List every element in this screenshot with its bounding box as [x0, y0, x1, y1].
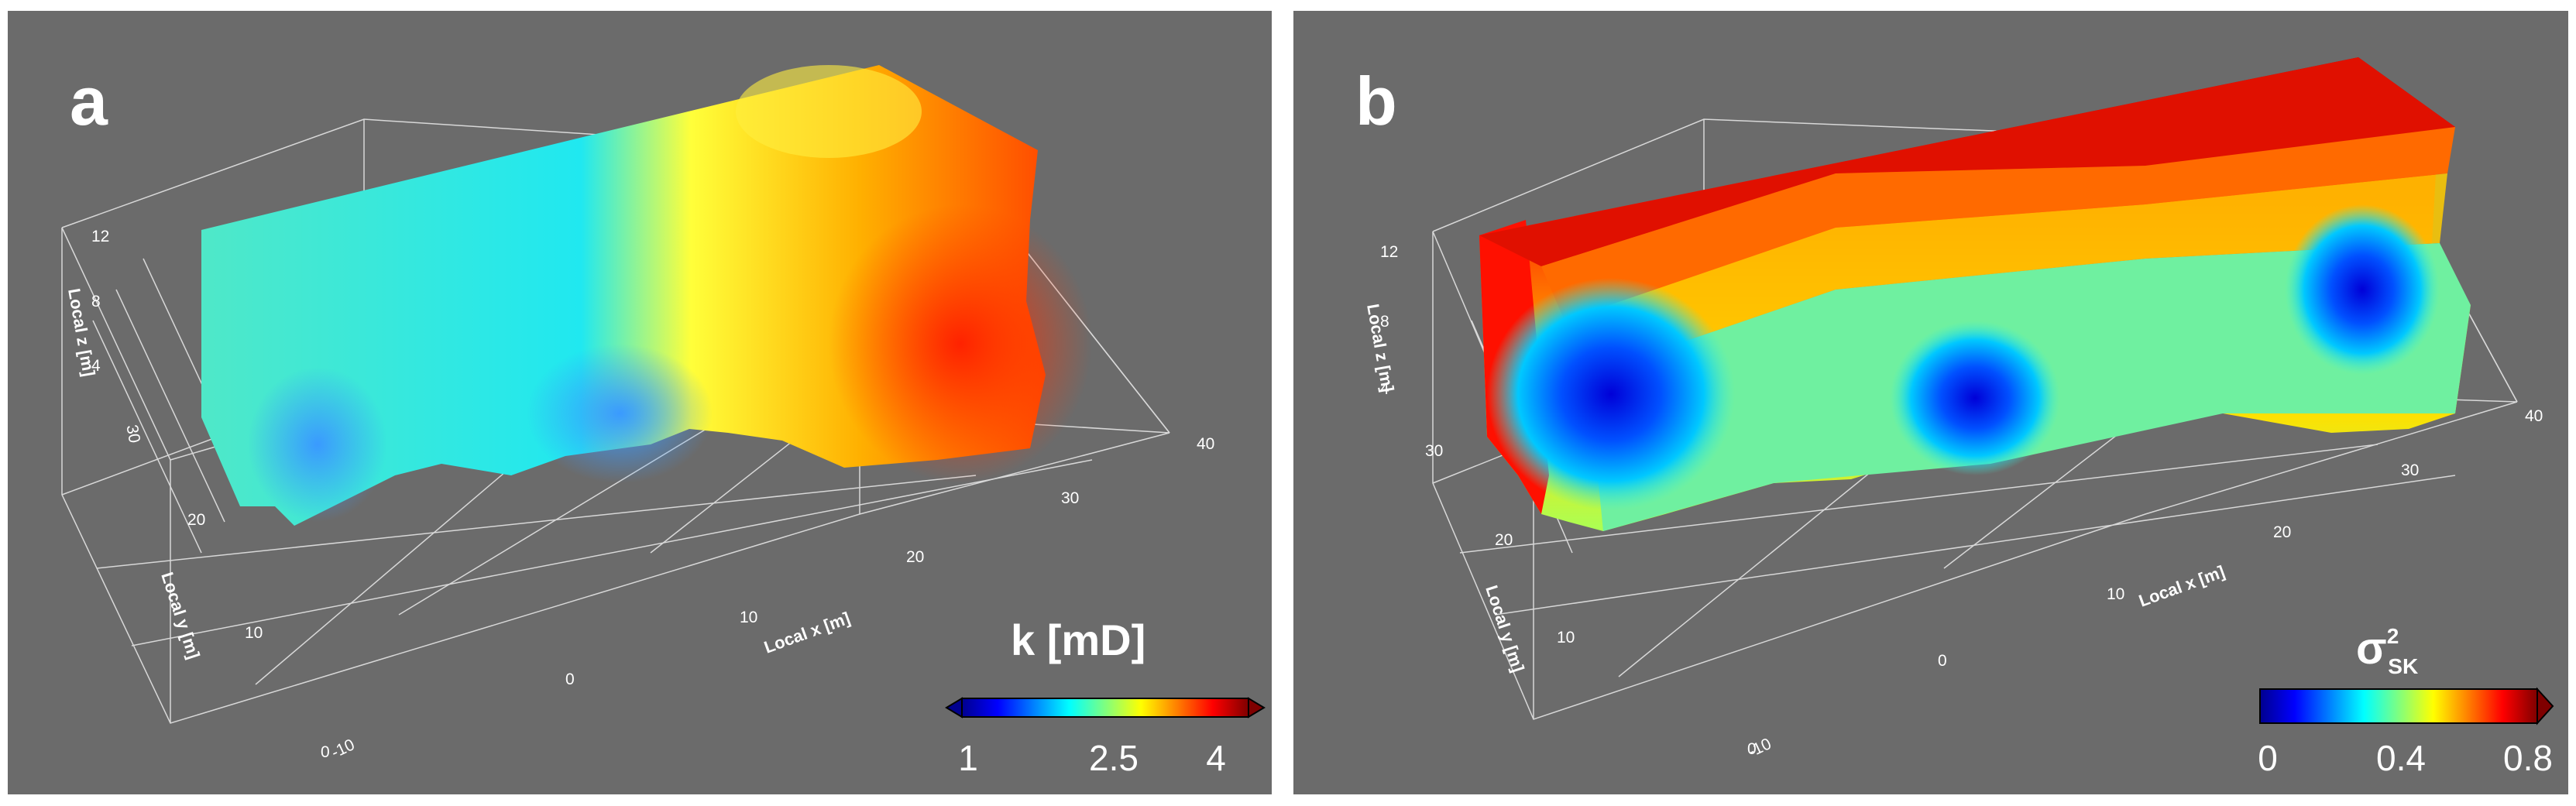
x-tick-30: 30: [1061, 489, 1079, 507]
colorbar-tick-4: 4: [1206, 738, 1226, 778]
title-superscript: 2: [2386, 624, 2399, 648]
z-axis-label: Local z [m]: [1363, 303, 1398, 394]
colorbar-gradient-a: [961, 698, 1249, 718]
colorbar-gradient-b: [2259, 688, 2538, 724]
panel-b: 12 8 4 -10 0 10 20 30 40 0 10 20 30 Loca…: [1293, 11, 2568, 794]
title-subscript: SK: [2388, 653, 2419, 678]
x-tick-40: 40: [1197, 435, 1214, 453]
z-tick-12: 12: [1380, 243, 1398, 261]
y-axis-label: Local y [m]: [1482, 583, 1528, 674]
z-tick-4: 4: [91, 357, 101, 375]
z-tick-4: 4: [1380, 380, 1389, 398]
panel-a: 12 8 4 -10 0 10 20 30 40 0 10 20 30 Loca…: [8, 11, 1272, 794]
colorbar-tick-1: 1: [958, 738, 978, 778]
x-tick-30: 30: [2401, 461, 2419, 479]
x-tick-10: 10: [2107, 585, 2124, 603]
panel-letter-b: b: [1355, 63, 1397, 139]
y-tick-0: 0: [1747, 740, 1757, 758]
y-tick-20: 20: [1495, 531, 1513, 549]
z-tick-8: 8: [1380, 313, 1389, 331]
x-tick-20: 20: [2273, 523, 2291, 541]
x-tick-m10: -10: [328, 736, 357, 762]
field-volume-b: [1479, 57, 2471, 531]
colorbar-title-a: k [mD]: [1011, 616, 1146, 664]
x-tick-0: 0: [1938, 652, 1947, 670]
y-tick-20: 20: [187, 511, 205, 529]
sigma-symbol: σ: [2356, 623, 2387, 674]
y-tick-0: 0: [321, 743, 330, 761]
y-axis-label: Local y [m]: [157, 570, 204, 661]
colorbar-a: [945, 697, 1266, 719]
colorbar-extend-max: [1248, 697, 1266, 719]
y-tick-10: 10: [245, 624, 263, 642]
colorbar-tick-0-4: 0.4: [2376, 738, 2426, 778]
colorbar-b: [2259, 687, 2554, 725]
colorbar-extend-min: [945, 697, 963, 719]
plot-3d-a: 12 8 4 -10 0 10 20 30 40 0 10 20 30 Loca…: [61, 65, 1266, 762]
x-tick-20: 20: [906, 548, 924, 566]
colorbar-extend-max: [2537, 687, 2554, 725]
colorbar-tick-2-5: 2.5: [1089, 738, 1139, 778]
colorbar-title-b: σ2 SK: [2356, 623, 2418, 679]
y-tick-30: 30: [122, 424, 143, 444]
z-tick-8: 8: [91, 293, 101, 310]
x-axis-label: Local x [m]: [2136, 561, 2227, 610]
field-volume-a: [201, 65, 1092, 526]
x-tick-10: 10: [740, 609, 757, 626]
z-tick-12: 12: [91, 228, 109, 245]
plot-3d-b: 12 8 4 -10 0 10 20 30 40 0 10 20 30 Loca…: [1363, 57, 2554, 761]
y-tick-10: 10: [1557, 629, 1575, 647]
y-tick-30: 30: [1425, 442, 1443, 460]
colorbar-tick-0: 0: [2258, 738, 2278, 778]
x-tick-0: 0: [565, 671, 575, 688]
x-axis-label: Local x [m]: [761, 608, 853, 657]
panel-letter-a: a: [70, 63, 108, 139]
x-tick-40: 40: [2525, 407, 2543, 425]
colorbar-tick-0-8: 0.8: [2503, 738, 2553, 778]
